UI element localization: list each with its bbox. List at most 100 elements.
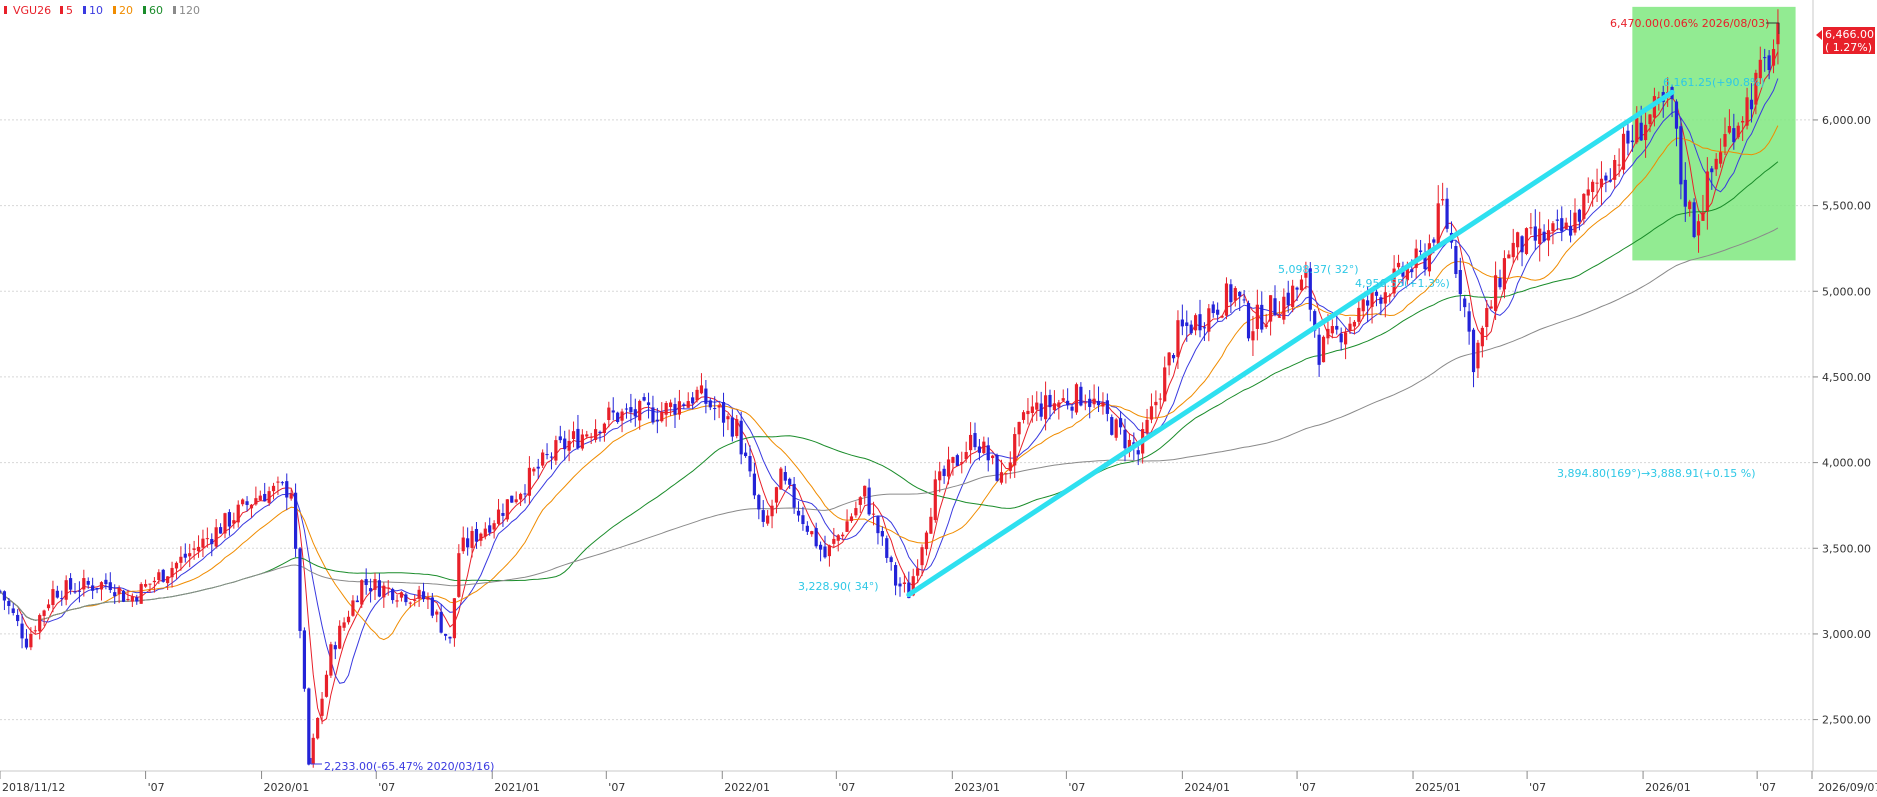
trend-end-label: 6,161.25(+90.8%) — [1663, 76, 1765, 89]
candle-body — [249, 504, 254, 509]
candle-body — [1392, 268, 1396, 294]
candle-body — [1635, 117, 1639, 143]
candle-body — [196, 546, 201, 552]
candle-body — [1114, 419, 1118, 438]
candle-body — [104, 579, 108, 585]
candle-body — [1154, 401, 1158, 406]
candle-body — [810, 531, 814, 535]
candle-body — [1736, 125, 1740, 138]
candle-body — [982, 441, 986, 454]
legend-symbol: VGU26 — [13, 4, 51, 17]
candle-body — [1013, 434, 1017, 466]
candle-body — [1021, 412, 1026, 420]
candle-body — [863, 485, 867, 497]
candle-body — [805, 525, 809, 532]
price-axis: 2,500.00 3,000.00 3,500.00 4,000.00 4,500.00… — [1813, 114, 1871, 727]
candle-body — [924, 532, 929, 550]
candle-body — [536, 466, 540, 469]
candle-body — [1074, 384, 1079, 413]
candle-body — [241, 499, 245, 505]
candle-body — [1092, 398, 1096, 405]
candle-body — [20, 623, 24, 639]
x-tick-label: '07 — [1299, 781, 1316, 793]
candle-layer — [0, 9, 1780, 768]
candle-body — [1361, 299, 1365, 312]
legend-marker — [173, 6, 176, 14]
candle-body — [1758, 59, 1762, 79]
candle-body — [1485, 308, 1489, 328]
candle-body — [1229, 284, 1233, 303]
candle-body — [876, 516, 880, 534]
candle-body — [739, 420, 743, 455]
candle-body — [571, 431, 576, 439]
candle-body — [620, 411, 624, 421]
candle-body — [91, 585, 95, 591]
candle-body — [1335, 325, 1339, 330]
candle-body — [796, 510, 801, 516]
y-tick-label: 5,500.00 — [1822, 200, 1871, 213]
legend-marker — [143, 6, 146, 14]
candle-body — [64, 580, 68, 600]
candle-body — [29, 633, 33, 648]
candle-body — [1171, 355, 1176, 359]
candle-body — [126, 598, 130, 600]
candle-body — [660, 411, 664, 422]
candle-body — [245, 501, 249, 505]
candle-body — [761, 510, 765, 522]
candle-body — [1710, 168, 1714, 173]
legend-label: 60 — [149, 4, 163, 17]
candle-body — [1366, 300, 1370, 306]
candle-body — [589, 436, 593, 438]
candle-body — [46, 604, 51, 609]
candle-body — [1251, 331, 1255, 341]
candle-body — [514, 499, 518, 503]
x-tick-label: 2026/01 — [1645, 781, 1691, 793]
candle-body — [527, 467, 532, 496]
candle-body — [1339, 333, 1343, 343]
candle-body — [271, 485, 276, 492]
candle-body — [152, 580, 157, 583]
candle-body — [1767, 55, 1771, 71]
candle-body — [893, 565, 898, 586]
y-tick-label: 2,500.00 — [1822, 714, 1871, 727]
candle-body — [743, 452, 748, 457]
candle-body — [541, 452, 545, 466]
candle-body — [1454, 246, 1458, 275]
candle-body — [788, 478, 792, 485]
candle-body — [629, 407, 633, 413]
candle-body — [832, 538, 836, 544]
candle-body — [24, 638, 29, 648]
candle-body — [267, 491, 271, 503]
candle-body — [113, 592, 117, 597]
x-tick-label: '07 — [148, 781, 165, 793]
candle-body — [395, 600, 399, 602]
annotations: 6,470.00(0.06% 2026/08/03) 2,233.00(-65.… — [310, 17, 1780, 773]
candle-body — [902, 582, 907, 585]
candle-body — [307, 688, 311, 765]
candle-body — [1149, 406, 1154, 420]
legend-marker — [113, 6, 116, 14]
candle-body — [1313, 311, 1317, 331]
candle-body — [682, 404, 686, 406]
current-price-change: ( 1.27%) — [1825, 41, 1872, 54]
candle-body — [426, 597, 430, 600]
candle-body — [408, 602, 412, 604]
candle-body — [324, 674, 329, 697]
candle-body — [523, 493, 527, 495]
candle-body — [232, 520, 236, 524]
candle-body — [1480, 327, 1484, 347]
candle-body — [1388, 295, 1392, 297]
candle-body — [1732, 128, 1736, 143]
candle-body — [218, 527, 223, 534]
candle-body — [139, 584, 143, 604]
candle-body — [1599, 178, 1604, 188]
candle-body — [329, 644, 333, 676]
candle-body — [598, 431, 602, 434]
candle-body — [413, 599, 417, 601]
candle-body — [721, 401, 726, 423]
candle-body — [1683, 179, 1687, 207]
candle-body — [298, 548, 302, 631]
candle-body — [1463, 298, 1467, 308]
